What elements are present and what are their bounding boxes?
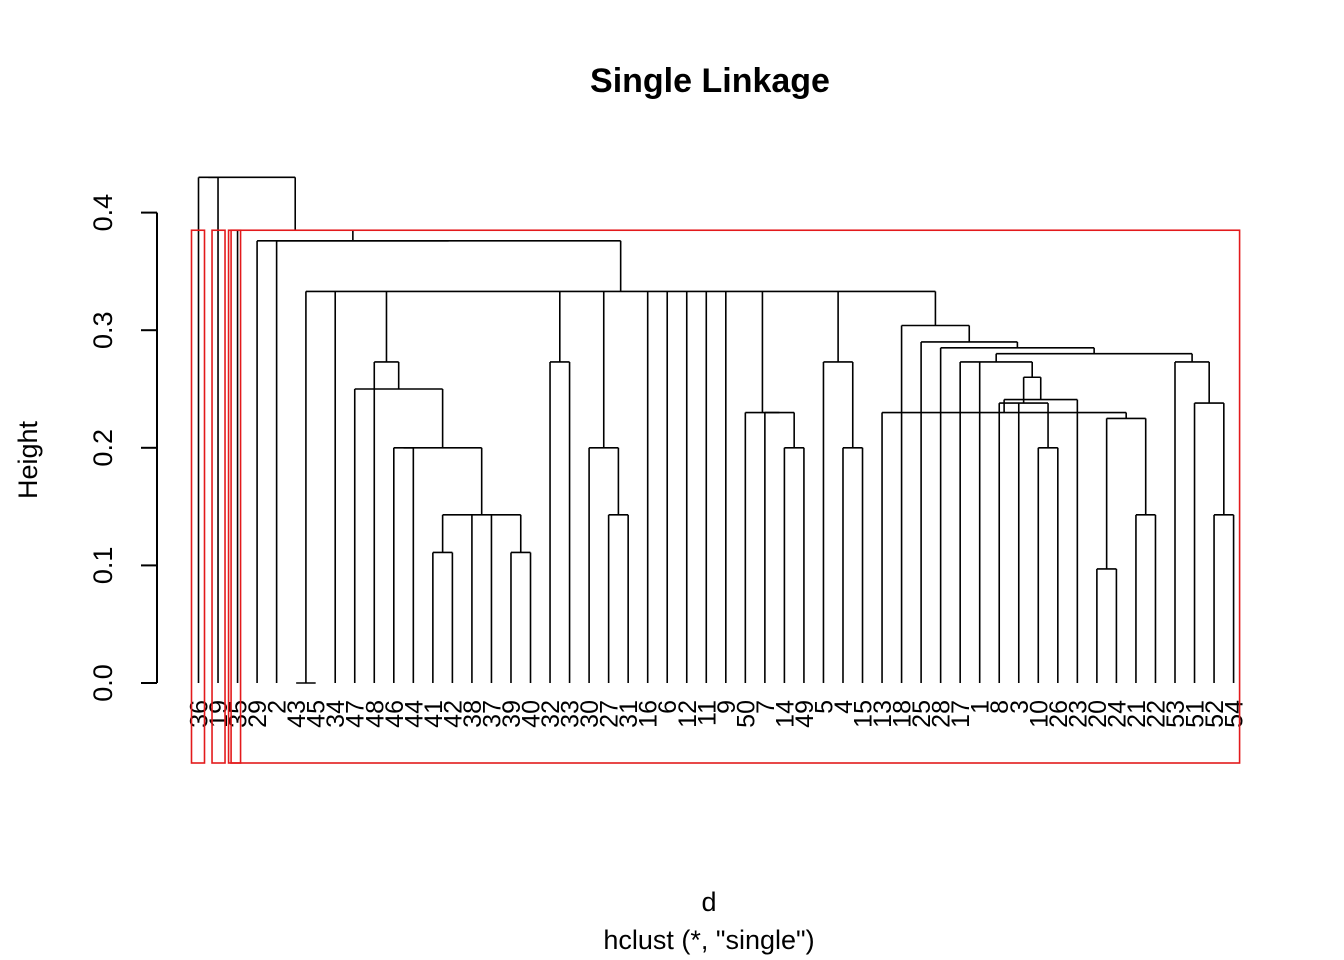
leaf-label: 6 xyxy=(654,700,682,714)
chart-subtitle: hclust (*, "single") xyxy=(603,925,814,955)
leaf-label: 39 xyxy=(498,700,526,728)
leaf-label: 33 xyxy=(557,700,585,728)
leaf-label: 51 xyxy=(1182,700,1210,728)
cluster-rect xyxy=(211,229,226,764)
leaf-label: 46 xyxy=(381,700,409,728)
leaf-label: 26 xyxy=(1045,700,1073,728)
cluster-rect xyxy=(230,229,1241,764)
leaf-label: 16 xyxy=(635,700,663,728)
leaf-label: 52 xyxy=(1201,700,1229,728)
leaf-label: 5 xyxy=(810,700,838,714)
leaf-label: 34 xyxy=(322,700,350,728)
leaf-label: 21 xyxy=(1123,700,1151,728)
leaf-label: 30 xyxy=(576,700,604,728)
leaf-label: 40 xyxy=(518,700,546,728)
y-axis-label: Height xyxy=(13,420,43,499)
leaf-label: 24 xyxy=(1103,700,1131,728)
leaf-label: 3 xyxy=(1006,700,1034,714)
y-tick-label: 0.2 xyxy=(88,429,118,467)
leaf-label: 17 xyxy=(947,700,975,728)
leaf-label: 23 xyxy=(1064,700,1092,728)
leaf-label: 36 xyxy=(186,700,214,728)
leaf-label: 28 xyxy=(928,700,956,728)
leaf-label: 27 xyxy=(596,700,624,728)
leaf-label: 12 xyxy=(674,700,702,728)
leaf-label: 8 xyxy=(986,700,1014,714)
x-axis-label: d xyxy=(701,887,716,917)
leaf-labels: 3619352924345344748464441423837394032333… xyxy=(186,700,1249,728)
leaf-label: 38 xyxy=(459,700,487,728)
y-tick-label: 0.0 xyxy=(88,664,118,702)
leaf-label: 15 xyxy=(850,700,878,728)
leaf-label: 53 xyxy=(1162,700,1190,728)
leaf-label: 44 xyxy=(400,700,428,728)
y-tick-label: 0.4 xyxy=(88,194,118,232)
leaf-label: 7 xyxy=(752,700,780,714)
leaf-label: 13 xyxy=(869,700,897,728)
chart-title: Single Linkage xyxy=(590,62,830,100)
leaf-label: 18 xyxy=(889,700,917,728)
leaf-label: 10 xyxy=(1025,700,1053,728)
leaf-label: 29 xyxy=(244,700,272,728)
leaf-label: 42 xyxy=(439,700,467,728)
leaf-label: 1 xyxy=(967,700,995,714)
leaf-label: 54 xyxy=(1221,700,1249,728)
leaf-label: 9 xyxy=(713,700,741,714)
leaf-label: 11 xyxy=(693,700,721,726)
leaf-label: 37 xyxy=(478,700,506,728)
leaf-label: 32 xyxy=(537,700,565,728)
y-tick-label: 0.3 xyxy=(88,311,118,349)
leaf-label: 2 xyxy=(264,700,292,714)
cluster-rectangles xyxy=(190,229,1241,764)
y-axis: 0.0 0.1 0.2 0.3 0.4 xyxy=(88,194,158,702)
leaf-label: 49 xyxy=(791,700,819,728)
leaf-label: 41 xyxy=(420,700,448,728)
leaf-label: 48 xyxy=(361,700,389,728)
leaf-label: 50 xyxy=(732,700,760,728)
leaf-label: 43 xyxy=(283,700,311,728)
leaf-label: 4 xyxy=(830,700,858,714)
leaf-label: 31 xyxy=(615,700,643,728)
leaf-label: 25 xyxy=(908,700,936,728)
leaf-label: 22 xyxy=(1142,700,1170,728)
leaf-label: 20 xyxy=(1084,700,1112,728)
leaf-label: 14 xyxy=(771,700,799,728)
cluster-rect xyxy=(190,229,206,764)
leaf-label: 47 xyxy=(342,700,370,728)
y-tick-label: 0.1 xyxy=(88,547,118,585)
dendrogram-branches xyxy=(197,176,1235,684)
leaf-label: 45 xyxy=(303,700,331,728)
